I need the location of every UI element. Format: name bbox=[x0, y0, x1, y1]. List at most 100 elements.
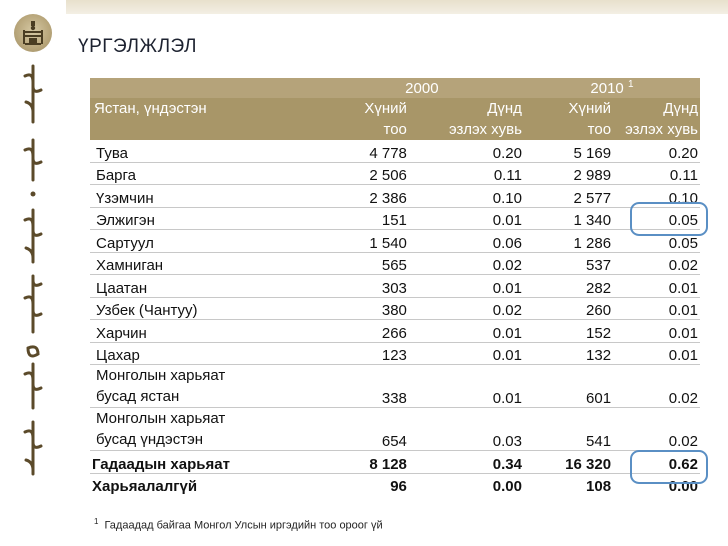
table-row: Цахар 123 0.01 132 0.01 bbox=[90, 341, 700, 365]
count-2010: 16 320 bbox=[523, 450, 614, 473]
count-2000: 565 bbox=[319, 251, 409, 275]
row-name: Тува bbox=[96, 144, 128, 162]
count-2010: 282 bbox=[523, 274, 614, 297]
table-row: Барга 2 506 0.11 2 989 0.11 bbox=[90, 161, 700, 185]
count-2010: 537 bbox=[523, 251, 614, 275]
share-2000: 0.02 bbox=[408, 296, 524, 320]
count-2000: 338 bbox=[319, 364, 409, 408]
header-count-2000-sub: тоо bbox=[319, 119, 409, 140]
row-name: Үзэмчин bbox=[90, 184, 320, 207]
header-count-2010: Хүний bbox=[523, 98, 614, 119]
top-decorative-band bbox=[66, 0, 728, 14]
highlight-box-foreign-2010 bbox=[630, 450, 708, 484]
count-2010: 601 bbox=[523, 364, 614, 408]
table-row: Гадаадын харьяат 8 128 0.34 16 320 0.62 bbox=[90, 450, 700, 473]
count-2000: 151 bbox=[319, 206, 409, 230]
share-2010: 0.11 bbox=[613, 161, 700, 185]
share-2000: 0.01 bbox=[408, 206, 524, 230]
row-name: Барга bbox=[90, 161, 320, 185]
count-2000: 303 bbox=[319, 274, 409, 297]
share-2010: 0.01 bbox=[613, 319, 700, 342]
header-share-2000: Дүнд bbox=[408, 98, 524, 119]
row-name: Харьяалалгүй bbox=[90, 472, 320, 495]
share-2010: 0.05 bbox=[613, 206, 700, 230]
row-name: Монголын харьяат бусад ястан bbox=[90, 364, 320, 408]
share-2000: 0.01 bbox=[408, 341, 524, 365]
count-2010: 541 bbox=[523, 407, 614, 451]
share-2010: 0.01 bbox=[613, 341, 700, 365]
share-2000: 0.01 bbox=[408, 274, 524, 297]
share-2000: 0.01 bbox=[408, 319, 524, 342]
count-2000: 4 778 bbox=[369, 144, 407, 162]
share-2000: 0.11 bbox=[408, 161, 524, 185]
count-2000: 8 128 bbox=[319, 450, 409, 473]
count-2000: 96 bbox=[319, 472, 409, 495]
count-2000: 380 bbox=[319, 296, 409, 320]
count-2010: 2 989 bbox=[523, 161, 614, 185]
highlight-box-elzhigen-2010 bbox=[630, 202, 708, 236]
count-2010: 132 bbox=[523, 341, 614, 365]
count-2000: 123 bbox=[319, 341, 409, 365]
row-name: Хамниган bbox=[90, 251, 320, 275]
row-name: Монголын харьяат бусад үндэстэн bbox=[90, 407, 320, 451]
share-2000: 0.34 bbox=[408, 450, 524, 473]
ethnic-groups-table: 2000 2010 1 Ястан, үндэстэн Хүний Дүнд Х… bbox=[90, 78, 700, 495]
share-2010: 0.02 bbox=[613, 251, 700, 275]
table-row: Элжигэн 151 0.01 1 340 0.05 bbox=[90, 206, 700, 230]
count-2010: 260 bbox=[523, 296, 614, 320]
count-2010: 1 340 bbox=[523, 206, 614, 230]
share-2010: 0.02 bbox=[613, 407, 700, 451]
count-2010: 108 bbox=[523, 472, 614, 495]
count-2010: 1 286 bbox=[523, 229, 614, 252]
share-2010: 0.02 bbox=[613, 364, 700, 408]
table-row: Монголын харьяат бусад үндэстэн 654 0.03 … bbox=[90, 407, 700, 451]
share-2010: 0.01 bbox=[613, 274, 700, 297]
header-ethnic-group: Ястан, үндэстэн bbox=[90, 98, 320, 119]
header-year-2000: 2000 bbox=[319, 78, 524, 98]
header-count-2000: Хүний bbox=[319, 98, 409, 119]
table-row: Тува 4 778 0.20 5 169 0.20 bbox=[90, 140, 700, 162]
page-title: ҮРГЭЛЖЛЭЛ bbox=[78, 36, 198, 57]
sidebar bbox=[0, 0, 66, 546]
share-2000: 0.00 bbox=[408, 472, 524, 495]
row-name: Узбек (Чантуу) bbox=[90, 296, 320, 320]
row-name: Харчин bbox=[90, 319, 320, 342]
count-2000: 654 bbox=[319, 407, 409, 451]
table-row: Узбек (Чантуу) 380 0.02 260 0.01 bbox=[90, 296, 700, 320]
share-2000: 0.20 bbox=[492, 144, 522, 162]
share-2010: 0.20 bbox=[668, 144, 698, 162]
share-2000: 0.01 bbox=[408, 364, 524, 408]
header-share-2000-sub: эзлэх хувь bbox=[408, 119, 524, 140]
count-2010: 152 bbox=[523, 319, 614, 342]
table-row: Сартуул 1 540 0.06 1 286 0.05 bbox=[90, 229, 700, 252]
title-bar: ҮРГЭЛЖЛЭЛ bbox=[66, 14, 728, 68]
row-name: Сартуул bbox=[90, 229, 320, 252]
table-row: Хамниган 565 0.02 537 0.02 bbox=[90, 251, 700, 275]
table-row: Харьяалалгүй 96 0.00 108 0.00 bbox=[90, 472, 700, 495]
header-year-2010: 2010 1 bbox=[523, 78, 700, 98]
row-name: Цаатан bbox=[90, 274, 320, 297]
row-name: Элжигэн bbox=[90, 206, 320, 230]
count-2000: 2 386 bbox=[319, 184, 409, 207]
table-row: Монголын харьяат бусад ястан 338 0.01 601… bbox=[90, 364, 700, 408]
header-share-2010: Дүнд bbox=[613, 98, 700, 119]
row-name: Гадаадын харьяат bbox=[90, 450, 320, 473]
table-row: Харчин 266 0.01 152 0.01 bbox=[90, 319, 700, 342]
mongolian-script-decoration bbox=[23, 64, 43, 476]
count-2010: 2 577 bbox=[523, 184, 614, 207]
share-2000: 0.10 bbox=[408, 184, 524, 207]
share-2010: 0.01 bbox=[613, 296, 700, 320]
count-2000: 2 506 bbox=[319, 161, 409, 185]
share-2000: 0.02 bbox=[408, 251, 524, 275]
header-share-2010-sub: эзлэх хувь bbox=[613, 119, 700, 140]
count-2000: 266 bbox=[319, 319, 409, 342]
table-row: Үзэмчин 2 386 0.10 2 577 0.10 bbox=[90, 184, 700, 207]
count-2000: 1 540 bbox=[319, 229, 409, 252]
soyombo-emblem-icon bbox=[14, 14, 52, 52]
footnote: 1 Гадаадад байгаа Монгол Улсын иргэдийн т… bbox=[94, 517, 383, 532]
table-row: Цаатан 303 0.01 282 0.01 bbox=[90, 274, 700, 297]
row-name: Цахар bbox=[90, 341, 320, 365]
share-2000: 0.06 bbox=[408, 229, 524, 252]
count-2010: 5 169 bbox=[573, 144, 612, 162]
share-2000: 0.03 bbox=[408, 407, 524, 451]
